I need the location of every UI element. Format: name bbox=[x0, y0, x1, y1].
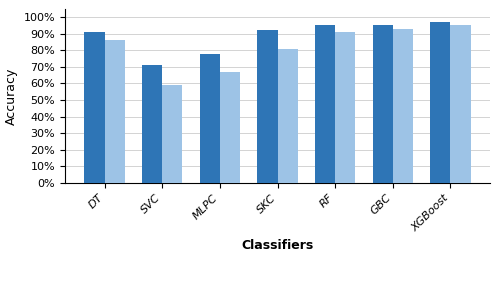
Bar bbox=[450, 25, 470, 183]
Bar bbox=[278, 49, 297, 183]
Bar bbox=[393, 29, 413, 183]
Bar bbox=[162, 85, 182, 183]
Bar bbox=[335, 32, 355, 183]
Bar bbox=[315, 25, 335, 183]
Y-axis label: Accuracy: Accuracy bbox=[5, 67, 18, 124]
Bar bbox=[84, 32, 104, 183]
Bar bbox=[372, 25, 393, 183]
X-axis label: Classifiers: Classifiers bbox=[242, 239, 314, 252]
Bar bbox=[200, 54, 220, 183]
Bar bbox=[104, 40, 124, 183]
Bar bbox=[258, 30, 278, 183]
Bar bbox=[220, 72, 240, 183]
Bar bbox=[142, 65, 162, 183]
Bar bbox=[430, 22, 450, 183]
